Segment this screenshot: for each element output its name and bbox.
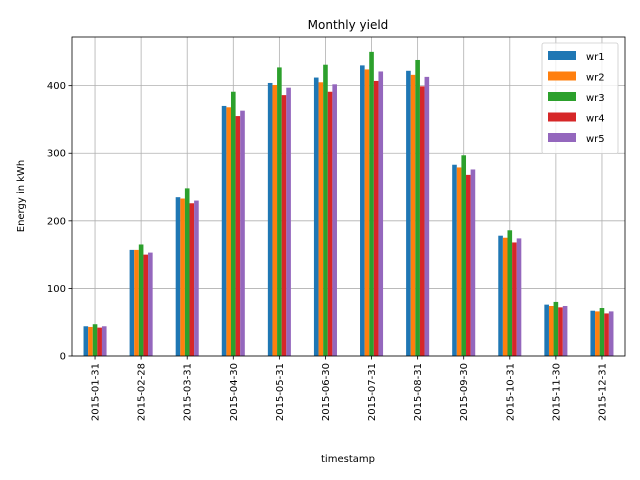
bar-wr2 — [134, 249, 139, 356]
bar-wr1 — [83, 326, 89, 356]
bar-wr4 — [143, 254, 149, 356]
bar-wr3 — [599, 308, 605, 356]
legend-label-wr2: wr2 — [586, 73, 605, 84]
y-tick-label: 400 — [47, 81, 66, 92]
bar-wr5 — [562, 305, 568, 356]
bar-wr3 — [184, 188, 190, 356]
x-tick-label: 2015-04-30 — [229, 363, 240, 421]
legend-box — [541, 42, 619, 154]
legend-swatch-wr3 — [548, 92, 576, 101]
bar-wr4 — [419, 86, 425, 357]
bar-wr1 — [129, 249, 135, 356]
x-tick-label: 2015-10-31 — [505, 363, 516, 421]
x-tick-label: 2015-11-30 — [551, 363, 562, 421]
bar-wr2 — [180, 198, 185, 356]
bar-wr1 — [267, 82, 273, 356]
bar-wr2 — [410, 74, 416, 356]
y-tick-label: 300 — [47, 149, 66, 160]
bar-wr5 — [148, 252, 153, 356]
bar-wr4 — [558, 307, 563, 356]
bar-wr4 — [281, 95, 287, 357]
bar-wr4 — [373, 80, 379, 356]
legend-label-wr4: wr4 — [586, 114, 605, 125]
bar-wr2 — [595, 311, 600, 356]
bar-wr5 — [608, 311, 614, 356]
bar-wr1 — [406, 70, 411, 357]
bar-wr3 — [461, 155, 467, 356]
bar-wr2 — [226, 107, 231, 356]
bar-wr5 — [332, 84, 337, 356]
bar-wr3 — [323, 64, 328, 356]
bar-wr2 — [272, 84, 278, 356]
x-tick-label: 2015-08-31 — [413, 363, 424, 421]
bars — [83, 51, 614, 357]
bar-wr1 — [498, 235, 503, 356]
x-tick-label: 2015-03-31 — [183, 363, 194, 421]
y-tick-label: 0 — [60, 352, 66, 363]
bar-wr3 — [369, 51, 374, 356]
x-tick-label: 2015-06-30 — [321, 363, 332, 421]
y-axis-label: Energy in kWh — [16, 160, 27, 233]
bar-wr2 — [364, 69, 370, 357]
y-tick-label: 200 — [47, 216, 66, 227]
bar-wr3 — [277, 67, 282, 356]
bar-wr2 — [88, 326, 93, 356]
bar-wr1 — [590, 310, 596, 356]
bar-wr5 — [470, 169, 476, 356]
bar-wr5 — [424, 76, 430, 356]
bar-wr5 — [240, 110, 245, 356]
x-tick-label: 2015-12-31 — [597, 363, 608, 421]
x-axis-label: timestamp — [321, 454, 375, 465]
bar-wr1 — [360, 65, 365, 356]
legend-label-wr5: wr5 — [586, 134, 605, 145]
bar-wr4 — [97, 327, 102, 356]
legend-swatch-wr5 — [548, 133, 576, 142]
legend-swatch-wr4 — [548, 112, 576, 122]
axes — [71, 36, 626, 357]
bar-wr3 — [230, 91, 236, 356]
bar-wr1 — [175, 197, 181, 356]
bar-wr5 — [378, 71, 384, 356]
legend: wr1 wr2 wr3 wr4 wr5 — [541, 42, 619, 154]
bar-wr4 — [604, 313, 609, 356]
x-tick-label: 2015-02-28 — [137, 363, 148, 421]
bar-wr4 — [327, 91, 333, 356]
bar-wr5 — [194, 200, 199, 356]
bar-wr3 — [92, 324, 98, 356]
bar-wr1 — [544, 304, 549, 356]
bar-wr2 — [318, 82, 324, 357]
x-tick-label: 2015-07-31 — [367, 363, 378, 421]
bar-wr4 — [512, 242, 517, 356]
plot-frame — [71, 36, 626, 357]
y-tick-label: 100 — [47, 284, 66, 295]
x-tick-label: 2015-05-31 — [275, 363, 286, 421]
bar-wr4 — [189, 203, 195, 356]
legend-swatch-wr1 — [548, 51, 576, 60]
x-tick-label: 2015-09-30 — [459, 363, 470, 421]
legend-label-wr3: wr3 — [586, 93, 605, 104]
bar-wr3 — [138, 244, 144, 356]
bar-wr3 — [507, 230, 513, 356]
bar-wr2 — [548, 305, 554, 356]
legend-swatch-wr2 — [548, 71, 576, 81]
bar-wr5 — [286, 87, 291, 356]
bar-wr5 — [101, 326, 107, 356]
chart-title: Monthly yield — [308, 18, 389, 32]
bar-wr5 — [516, 238, 522, 356]
legend-label-wr1: wr1 — [586, 52, 605, 63]
x-tick-label: 2015-01-31 — [91, 363, 102, 421]
bar-wr1 — [452, 164, 457, 356]
bar-wr2 — [456, 167, 462, 356]
bar-wr4 — [235, 116, 241, 356]
bar-wr3 — [415, 59, 420, 356]
ticks: 0 100 200 300 400 2015-01-31 2015-02-28 2015-03… — [47, 81, 609, 421]
bar-wr1 — [313, 77, 319, 357]
bar-wr2 — [502, 237, 508, 356]
bar-wr3 — [553, 301, 559, 356]
bar-wr1 — [221, 105, 227, 357]
bar-wr4 — [466, 174, 471, 356]
